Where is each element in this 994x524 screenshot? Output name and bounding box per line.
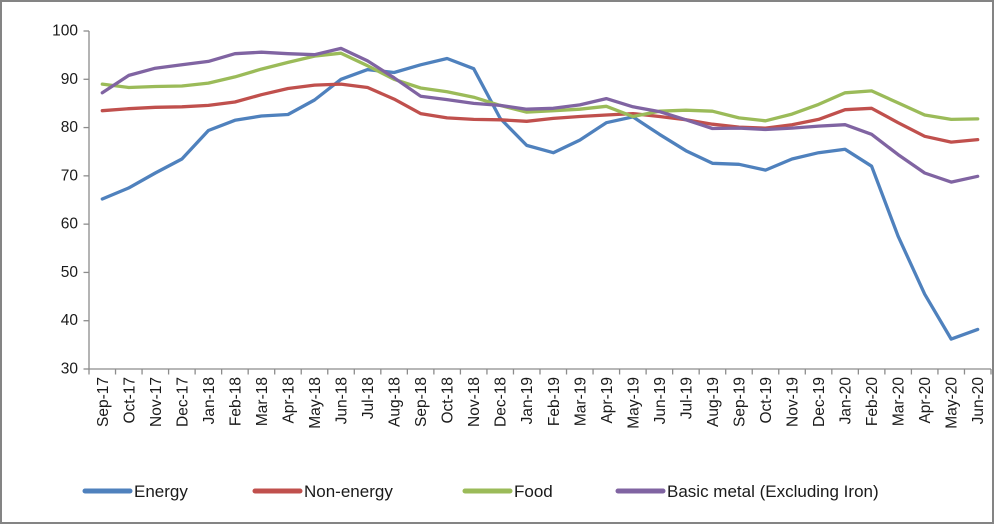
x-axis-label: Feb-19 bbox=[546, 377, 563, 426]
x-axis-label: May-19 bbox=[625, 377, 642, 429]
x-axis-label: May-18 bbox=[307, 377, 324, 429]
series-line-non-energy bbox=[100, 82, 980, 144]
y-axis-label: 30 bbox=[61, 361, 79, 378]
y-axis-label: 70 bbox=[61, 167, 79, 184]
x-axis-label: Sep-17 bbox=[95, 377, 112, 427]
x-axis-label: Apr-20 bbox=[917, 377, 934, 424]
x-axis-label: Jul-19 bbox=[678, 377, 695, 419]
series-line-food bbox=[100, 51, 980, 123]
x-axis-label: Jun-18 bbox=[334, 377, 351, 424]
series-line-basic-metal-excluding-iron bbox=[100, 46, 980, 184]
x-axis-label: Oct-19 bbox=[758, 377, 775, 424]
legend-label-food: Food bbox=[514, 482, 553, 501]
axis-lines bbox=[88, 31, 991, 370]
x-axis-label: Jun-19 bbox=[652, 377, 669, 424]
legend-label-basic-metal-excluding-iron: Basic metal (Excluding Iron) bbox=[667, 482, 879, 501]
legend-item-basic-metal-excluding-iron: Basic metal (Excluding Iron) bbox=[615, 482, 879, 501]
x-axis-label: Dec-18 bbox=[493, 377, 510, 427]
x-axis-label: Mar-19 bbox=[572, 377, 589, 426]
x-axis-label: Jul-18 bbox=[360, 377, 377, 419]
x-axis-label: Aug-18 bbox=[387, 377, 404, 427]
y-axis-label: 100 bbox=[52, 23, 78, 40]
x-axis-label: Dec-17 bbox=[174, 377, 191, 427]
x-axis-label: Jan-18 bbox=[201, 377, 218, 424]
x-axis-label: Jan-20 bbox=[838, 377, 855, 425]
x-axis-label: Nov-18 bbox=[466, 377, 483, 427]
x-axis-label: Feb-20 bbox=[864, 377, 881, 426]
legend-item-energy: Energy bbox=[82, 482, 188, 501]
x-axis-label: Oct-18 bbox=[440, 377, 457, 424]
legend-label-energy: Energy bbox=[134, 482, 188, 501]
x-axis-label: Mar-18 bbox=[254, 377, 271, 426]
x-axis-label: Mar-20 bbox=[891, 377, 908, 426]
x-axis-label: Aug-19 bbox=[705, 377, 722, 427]
x-axis-label: May-20 bbox=[944, 377, 961, 429]
x-axis-label: Nov-17 bbox=[148, 377, 165, 427]
legend-item-non-energy: Non-energy bbox=[252, 482, 393, 501]
x-axis-label: Jun-20 bbox=[970, 377, 987, 425]
legend-item-food: Food bbox=[462, 482, 553, 501]
x-axis-label: Oct-17 bbox=[121, 377, 138, 424]
y-axis-label: 90 bbox=[61, 71, 79, 88]
y-axis-label: 50 bbox=[61, 264, 79, 281]
x-axis-label: Apr-19 bbox=[599, 377, 616, 424]
y-axis-label: 80 bbox=[61, 119, 79, 136]
x-axis-label: Feb-18 bbox=[227, 377, 244, 426]
x-axis-label: Sep-18 bbox=[413, 377, 430, 427]
x-axis-label: Sep-19 bbox=[731, 377, 748, 427]
x-axis-label: Apr-18 bbox=[280, 377, 297, 424]
y-axis-label: 40 bbox=[61, 312, 79, 329]
x-axis-label: Dec-19 bbox=[811, 377, 828, 427]
x-axis-label: Nov-19 bbox=[785, 377, 802, 427]
y-axis-label: 60 bbox=[61, 216, 79, 233]
x-axis-label: Jan-19 bbox=[519, 377, 536, 424]
series-line-energy bbox=[100, 56, 980, 341]
legend-label-non-energy: Non-energy bbox=[304, 482, 393, 501]
